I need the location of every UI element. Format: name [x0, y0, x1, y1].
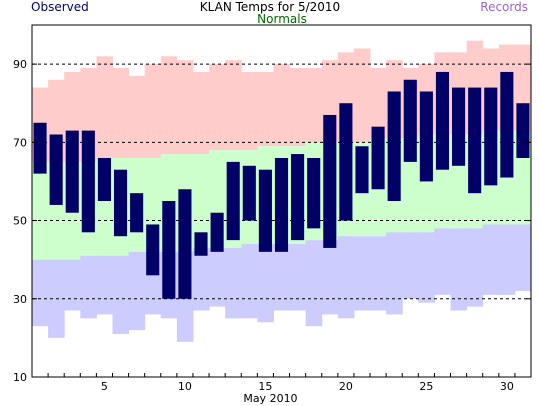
- observed-bar-day-11: [194, 232, 208, 256]
- observed-bar-day-13: [226, 161, 240, 241]
- observed-bar-day-16: [274, 157, 289, 252]
- y-tick-label-50: 50: [13, 215, 27, 228]
- record-high-band-day-6: [112, 68, 130, 158]
- record-high-band-day-16: [273, 64, 291, 147]
- observed-bar-day-23: [387, 91, 401, 201]
- observed-bar-day-18: [307, 157, 321, 229]
- legend-observed: Observed: [31, 0, 89, 14]
- observed-bar-day-15: [258, 169, 272, 252]
- observed-bar-day-24: [403, 79, 417, 162]
- record-high-band-day-17: [289, 68, 307, 147]
- record-high-band-day-14: [241, 71, 258, 151]
- observed-bar-day-22: [371, 126, 385, 190]
- observed-bar-day-20: [339, 103, 353, 221]
- observed-bar-day-9: [162, 201, 176, 299]
- record-low-band-day-12: [209, 247, 226, 307]
- record-high-band-day-15: [257, 71, 274, 147]
- record-low-band-day-11: [192, 247, 210, 311]
- observed-bar-day-1: [33, 122, 47, 174]
- observed-bar-day-7: [130, 193, 144, 233]
- x-tick-label-15: 15: [258, 380, 272, 393]
- record-low-band-day-16: [273, 244, 291, 311]
- observed-bar-day-30: [500, 71, 514, 178]
- observed-bar-day-27: [452, 87, 466, 166]
- record-low-band-day-5: [96, 255, 113, 315]
- observed-bar-day-29: [484, 87, 498, 186]
- normal-band-day-11: [192, 154, 210, 248]
- record-low-band-day-27: [450, 228, 468, 311]
- record-low-band-day-19: [321, 240, 339, 315]
- legend-records: Records: [480, 0, 528, 14]
- record-low-band-day-30: [498, 224, 516, 295]
- record-low-band-day-29: [482, 224, 500, 295]
- x-tick-label-5: 5: [101, 380, 108, 393]
- observed-bar-day-6: [113, 169, 128, 237]
- y-tick-labels: 10 30 50 70 90: [13, 58, 27, 384]
- observed-bar-day-28: [468, 87, 482, 194]
- axis-ticks: [32, 63, 531, 378]
- record-high-band-day-22: [370, 68, 387, 139]
- record-low-band-day-18: [305, 240, 323, 327]
- record-high-band-day-12: [209, 64, 226, 151]
- record-high-band-day-7: [128, 75, 146, 158]
- observed-bar-day-10: [178, 189, 192, 299]
- record-high-band-day-11: [192, 71, 210, 155]
- record-low-band-day-17: [289, 244, 307, 311]
- x-tick-labels: 5 10 15 20 25 30: [101, 380, 514, 393]
- record-low-band-day-22: [370, 236, 387, 311]
- record-low-band-day-26: [434, 228, 452, 295]
- legend-normals: Normals: [257, 12, 307, 26]
- record-low-band-day-28: [466, 228, 484, 307]
- record-low-band-day-13: [225, 247, 242, 319]
- record-high-band-day-18: [305, 68, 323, 143]
- observed-bar-day-12: [210, 212, 224, 252]
- record-low-band-day-6: [112, 255, 130, 334]
- observed-bar-day-5: [97, 157, 111, 201]
- y-tick-label-10: 10: [13, 371, 27, 384]
- record-high-band-day-21: [353, 48, 371, 143]
- observed-bar-day-8: [146, 224, 160, 276]
- observed-bar-day-14: [242, 165, 256, 221]
- record-low-band-day-24: [402, 232, 419, 299]
- observed-bars: [33, 71, 530, 299]
- x-tick-label-10: 10: [178, 380, 192, 393]
- record-low-band-day-1: [32, 259, 49, 327]
- record-low-band-day-31: [514, 224, 532, 291]
- x-tick-label-20: 20: [339, 380, 353, 393]
- record-high-band-day-13: [225, 60, 242, 151]
- y-tick-label-90: 90: [13, 58, 27, 71]
- record-high-band-day-10: [176, 60, 194, 155]
- record-low-band-day-20: [337, 236, 355, 319]
- chart-title: KLAN Temps for 5/2010: [199, 0, 341, 14]
- record-low-band-day-25: [418, 232, 435, 303]
- x-tick-label-30: 30: [500, 380, 514, 393]
- observed-bar-day-3: [65, 130, 79, 213]
- observed-bar-day-21: [355, 146, 369, 194]
- y-tick-label-30: 30: [13, 293, 27, 306]
- observed-bar-day-31: [516, 103, 530, 158]
- record-high-band-day-5: [96, 56, 113, 158]
- x-tick-label-25: 25: [419, 380, 433, 393]
- record-low-band-day-7: [128, 251, 146, 331]
- y-tick-label-70: 70: [13, 136, 27, 149]
- plot-frame: [31, 24, 532, 378]
- record-low-band-day-14: [241, 244, 258, 319]
- observed-bar-day-2: [49, 134, 63, 205]
- record-low-band-day-4: [80, 255, 97, 319]
- record-low-band-day-21: [353, 236, 371, 311]
- observed-bar-day-17: [291, 154, 305, 241]
- record-low-band-day-3: [64, 259, 81, 311]
- x-axis-label: May 2010: [243, 392, 297, 405]
- record-high-band-day-9: [160, 56, 178, 155]
- record-low-band-day-15: [257, 244, 274, 323]
- record-low-band-day-23: [386, 232, 403, 315]
- observed-bar-day-25: [419, 91, 433, 182]
- normal-band-day-1: [32, 161, 49, 260]
- record-high-band-day-8: [144, 64, 162, 158]
- observed-bar-day-4: [81, 130, 95, 233]
- observed-bar-day-26: [435, 71, 450, 170]
- observed-bar-day-19: [323, 114, 337, 248]
